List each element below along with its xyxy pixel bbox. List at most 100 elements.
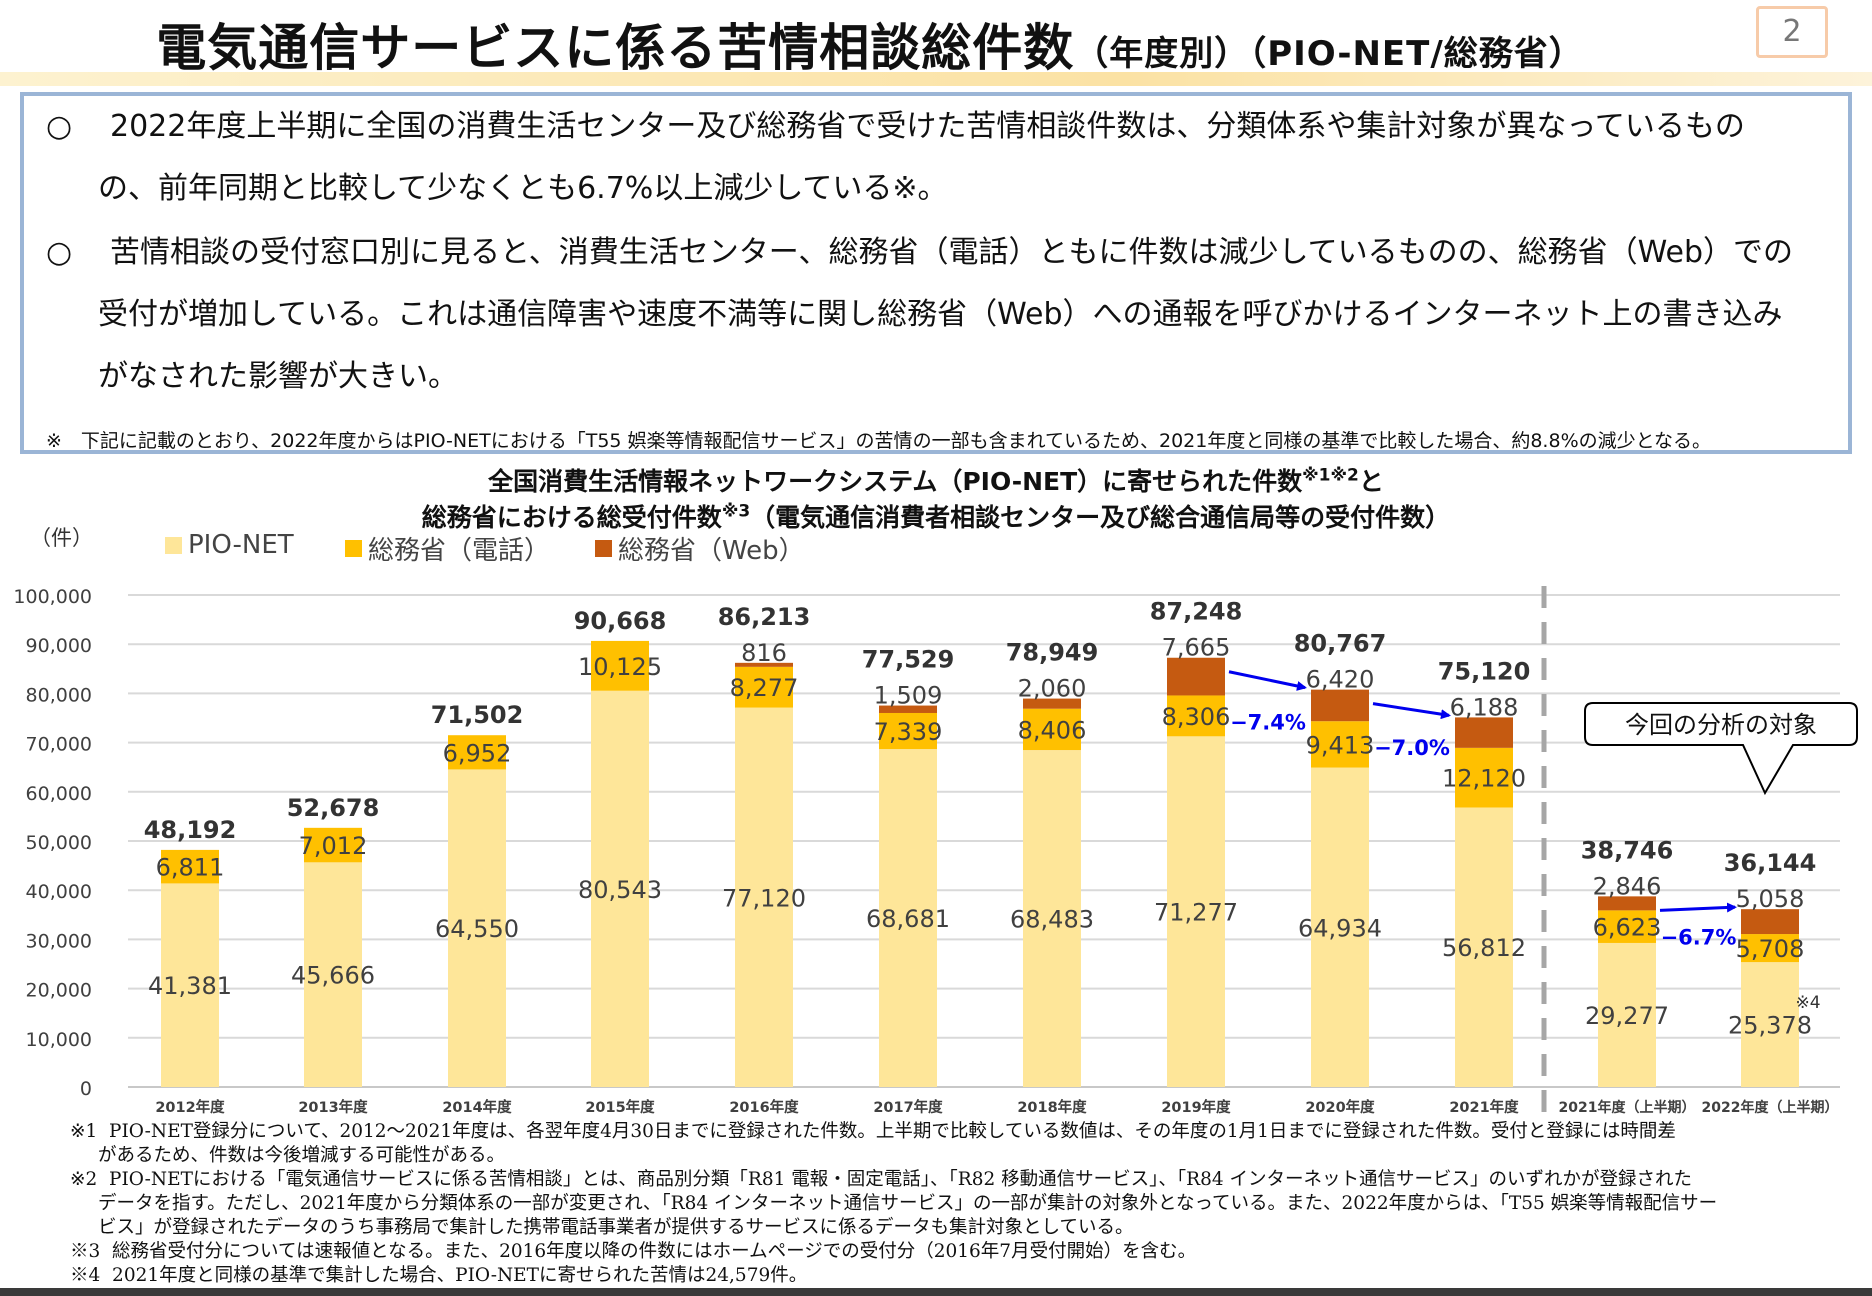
footnote-text: 総務省受付分については速報値となる。また、2016年度以降の件数にはホームページ… (112, 1241, 1197, 1262)
y-tick-label: 80,000 (26, 684, 92, 706)
summary-box: ○ 2022年度上半期に全国の消費生活センター及び総務省で受けた苦情相談件数は、分… (20, 92, 1852, 454)
page-number: 2 (1756, 6, 1828, 58)
x-tick-label: 2014年度 (442, 1098, 512, 1116)
y-tick-label: 100,000 (13, 586, 92, 608)
data-label-total: 38,746 (1581, 836, 1674, 864)
data-label-total: 90,668 (574, 607, 667, 635)
x-tick-label: 2020年度 (1305, 1098, 1375, 1116)
footnote-1: ※1 PIO-NET登録分について、2012～2021年度は、各翌年度4月30日… (70, 1120, 1830, 1144)
footnote-ref: ※3 (721, 501, 751, 522)
summary-bullet-2: ○ 苦情相談の受付窓口別に見ると、消費生活センター、総務省（電話）ともに件数は減少… (46, 222, 1836, 408)
data-label-web: 5,058 (1736, 885, 1805, 913)
bar-segment-phone (161, 849, 219, 884)
footnote-text: PIO-NETにおける「電気通信サービスに係る苦情相談」とは、商品別分類「R81… (109, 1169, 1692, 1190)
data-label-phone: 8,306 (1162, 703, 1231, 731)
data-label-pionet: 64,550 (435, 915, 519, 943)
bar-segment-web (1598, 896, 1656, 911)
callout-text: 今回の分析の対象 (1625, 711, 1817, 739)
bar-segment-pionet (1741, 962, 1799, 1087)
x-tick-label: 2015年度 (585, 1098, 655, 1116)
legend-label: 総務省（Web） (618, 536, 805, 566)
x-tick-label: 2021年度（上半期） (1559, 1099, 1696, 1116)
bar-segment-phone (1741, 934, 1799, 963)
data-label-phone: 9,413 (1306, 731, 1375, 759)
bar-segment-pionet (1455, 807, 1513, 1087)
y-tick-label: 70,000 (26, 734, 92, 756)
chart-title-line-1: 全国消費生活情報ネットワークシステム（PIO-NET）に寄せられた件数※1※2と (0, 462, 1872, 498)
bar-segment-web (879, 705, 937, 713)
data-label-phone: 7,339 (874, 718, 943, 746)
footnote-mark: ※4 (70, 1265, 101, 1286)
footnote-4: ※4 2021年度と同様の基準で集計した場合、PIO-NETに寄せられた苦情は2… (70, 1264, 1830, 1288)
data-label-pionet: 64,934 (1298, 914, 1382, 942)
data-label-pionet: 25,378 (1728, 1012, 1812, 1040)
bar-segment-phone (735, 666, 793, 708)
bar-segment-phone (1455, 747, 1513, 808)
bar-segment-pionet (1167, 736, 1225, 1087)
callout-bubble (1584, 702, 1858, 796)
footnote-mark: ※1 (70, 1121, 98, 1142)
summary-bullet-1: ○ 2022年度上半期に全国の消費生活センター及び総務省で受けた苦情相談件数は、分… (46, 96, 1836, 220)
data-label-phone: 6,952 (443, 739, 512, 767)
summary-text: 苦情相談の受付窓口別に見ると、消費生活センター、総務省（電話）ともに件数は減少し… (110, 235, 1794, 270)
data-label-pionet: 41,381 (148, 972, 232, 1000)
bar-segment-pionet (879, 749, 937, 1087)
bar-segment-phone (591, 640, 649, 691)
data-label-web: 6,420 (1306, 666, 1375, 694)
y-axis-unit-label: （件） (30, 526, 93, 550)
data-label-web: 816 (741, 639, 787, 667)
stacked-bar-chart: 0 10,000 20,000 30,000 40,000 50,000 60,000 70,… (13, 586, 1858, 1116)
legend-item-web: 総務省（Web） (595, 530, 805, 567)
data-label-phone: 6,623 (1593, 914, 1662, 942)
x-tick-label: 2019年度 (1161, 1098, 1231, 1116)
bar-segment-phone (1598, 910, 1656, 943)
data-label-phone: 5,708 (1736, 935, 1805, 963)
data-label-phone: 10,125 (578, 653, 662, 681)
footnote-ref-4: ※4 (1795, 993, 1820, 1013)
legend-swatch (165, 536, 182, 554)
chart-title-text: （電気通信消費者相談センター及び総合通信局等の受付件数） (750, 503, 1451, 532)
x-tick-label: 2013年度 (298, 1098, 368, 1116)
bar-segment-phone (304, 827, 362, 863)
data-label-pionet: 68,483 (1010, 906, 1094, 934)
summary-text: 2022年度上半期に全国の消費生活センター及び総務省で受けた苦情相談件数は、分類… (110, 109, 1745, 144)
bar-segment-phone (1311, 721, 1369, 768)
bar-segment-pionet (161, 883, 219, 1087)
data-label-total: 77,529 (862, 646, 955, 674)
data-label-phone: 6,811 (156, 854, 225, 882)
bar-segment-web (1741, 909, 1799, 935)
x-tick-label: 2022年度（上半期） (1702, 1099, 1839, 1116)
footnote-ref: ※1※2 (1302, 465, 1359, 486)
y-tick-label: 10,000 (26, 1029, 92, 1051)
change-arrow (1372, 702, 1451, 720)
x-tick-label: 2012年度 (155, 1098, 225, 1116)
page-title: 電気通信サービスに係る苦情相談総件数（年度別）（PIO-NET/総務省） (0, 8, 1740, 80)
legend-swatch (345, 540, 362, 557)
data-label-total: 48,192 (144, 816, 237, 844)
change-percent-label: −6.7% (1661, 925, 1737, 949)
data-label-total: 71,502 (431, 701, 524, 729)
footnote-text: PIO-NET登録分について、2012～2021年度は、各翌年度4月30日までに… (109, 1121, 1676, 1142)
bar-segment-pionet (1311, 767, 1369, 1087)
y-tick-label: 30,000 (26, 930, 92, 952)
y-tick-label: 90,000 (26, 635, 92, 657)
data-label-pionet: 71,277 (1154, 899, 1238, 927)
summary-note: ※ 下記に記載のとおり、2022年度からはPIO-NETにおける「T55 娯楽等… (46, 430, 1712, 452)
footnote-text: ビス」が登録されたデータのうち事務局で集計した携帯電話事業者が提供するサービスに… (98, 1217, 1134, 1238)
data-label-web: 2,846 (1593, 872, 1662, 900)
change-percent-label: −7.0% (1374, 736, 1450, 760)
x-tick-label: 2021年度 (1449, 1098, 1519, 1116)
data-label-total: 75,120 (1438, 657, 1531, 685)
data-label-pionet: 45,666 (291, 962, 375, 990)
data-label-total: 36,144 (1724, 849, 1817, 877)
data-label-web: 7,665 (1162, 634, 1231, 662)
footnote-mark: ※3 (70, 1241, 101, 1262)
data-label-pionet: 56,812 (1442, 934, 1526, 962)
data-label-total: 86,213 (718, 603, 811, 631)
change-percent-label: −7.4% (1230, 710, 1306, 734)
x-tick-label: 2016年度 (729, 1098, 799, 1116)
footnote-text: データを指す。ただし、2021年度から分類体系の一部が変更され、「R84 インタ… (98, 1193, 1718, 1214)
bar-segment-pionet (735, 707, 793, 1087)
data-label-phone: 12,120 (1442, 765, 1526, 793)
summary-text: の、前年同期と比較して少なくとも6.7%以上減少している※。 (98, 171, 948, 206)
